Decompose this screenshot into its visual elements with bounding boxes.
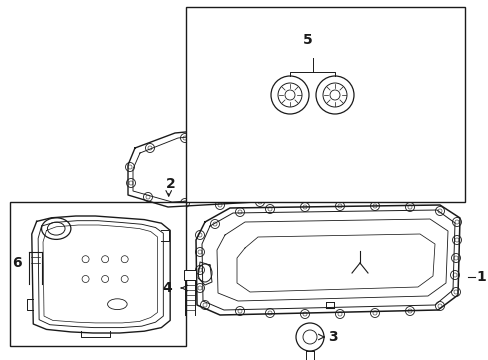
Bar <box>185 7 464 202</box>
Text: 3: 3 <box>327 330 337 344</box>
Text: 4: 4 <box>162 281 171 295</box>
Bar <box>10 202 185 346</box>
Text: 1: 1 <box>475 270 485 284</box>
Text: 2: 2 <box>166 177 176 190</box>
Text: 5: 5 <box>302 33 312 47</box>
Text: 6: 6 <box>12 256 22 270</box>
Bar <box>183 270 196 280</box>
